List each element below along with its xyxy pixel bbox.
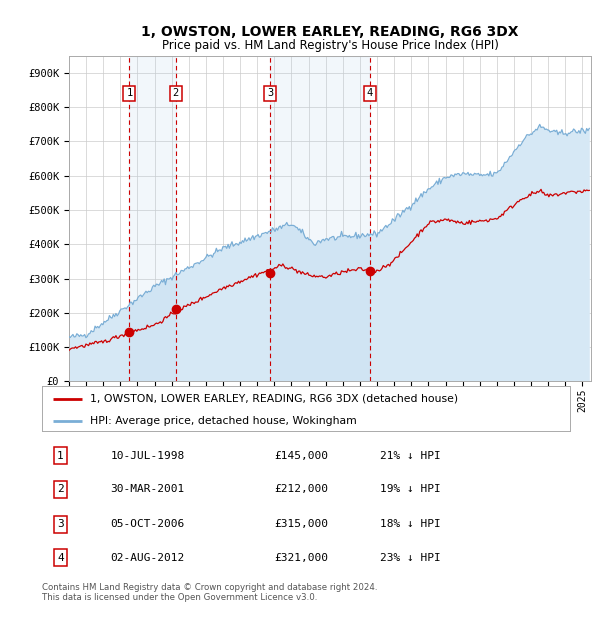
Text: 21% ↓ HPI: 21% ↓ HPI [380,451,440,461]
Text: 4: 4 [367,89,373,99]
Text: 2: 2 [57,484,64,494]
Text: Contains HM Land Registry data © Crown copyright and database right 2024.
This d: Contains HM Land Registry data © Crown c… [42,583,377,602]
Text: 23% ↓ HPI: 23% ↓ HPI [380,553,440,563]
Bar [130,56,176,381]
Text: HPI: Average price, detached house, Wokingham: HPI: Average price, detached house, Woki… [89,416,356,426]
Text: 19% ↓ HPI: 19% ↓ HPI [380,484,440,494]
Text: 3: 3 [267,89,273,99]
Text: £315,000: £315,000 [274,520,328,529]
Text: 3: 3 [57,520,64,529]
Text: £321,000: £321,000 [274,553,328,563]
Text: 1, OWSTON, LOWER EARLEY, READING, RG6 3DX: 1, OWSTON, LOWER EARLEY, READING, RG6 3D… [141,25,519,39]
Text: 1: 1 [126,89,133,99]
Text: £145,000: £145,000 [274,451,328,461]
Text: 30-MAR-2001: 30-MAR-2001 [110,484,185,494]
Text: Price paid vs. HM Land Registry's House Price Index (HPI): Price paid vs. HM Land Registry's House … [161,39,499,52]
Text: 02-AUG-2012: 02-AUG-2012 [110,553,185,563]
Text: 2: 2 [173,89,179,99]
Text: 10-JUL-1998: 10-JUL-1998 [110,451,185,461]
Text: 1: 1 [57,451,64,461]
Bar [270,56,370,381]
Text: 1, OWSTON, LOWER EARLEY, READING, RG6 3DX (detached house): 1, OWSTON, LOWER EARLEY, READING, RG6 3D… [89,394,458,404]
Text: 18% ↓ HPI: 18% ↓ HPI [380,520,440,529]
Text: 05-OCT-2006: 05-OCT-2006 [110,520,185,529]
Text: £212,000: £212,000 [274,484,328,494]
Text: 4: 4 [57,553,64,563]
